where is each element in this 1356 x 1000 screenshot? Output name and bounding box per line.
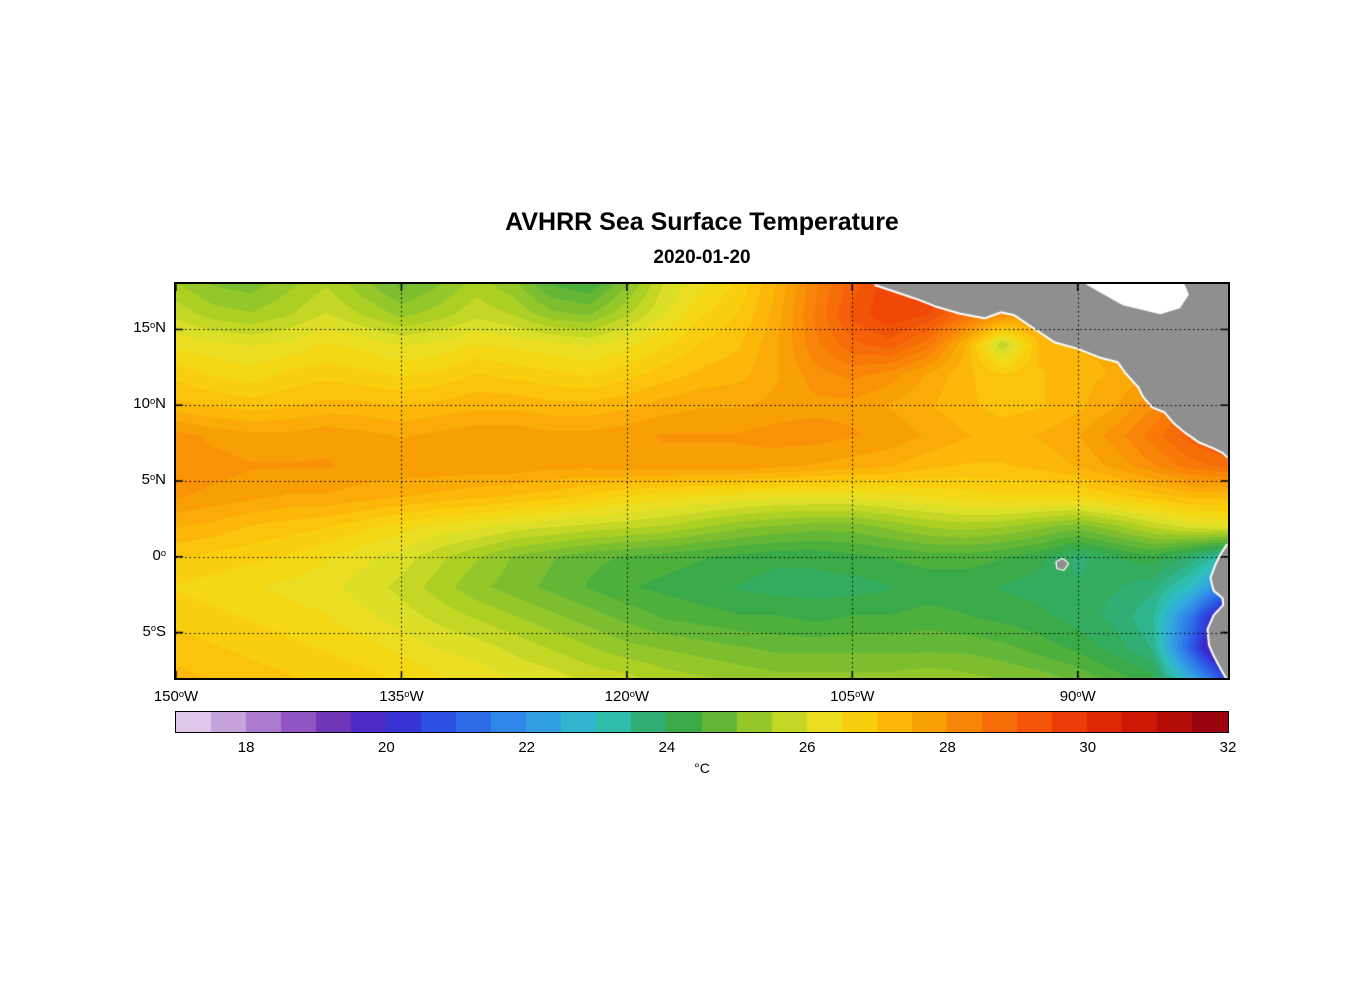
- x-tick-label: 105oW: [830, 688, 875, 705]
- colorbar-tick-label: 24: [658, 739, 676, 756]
- y-tick-label: 5oS: [142, 622, 166, 640]
- degree-superscript: o: [160, 547, 166, 558]
- colorbar-tick-label: 26: [798, 739, 816, 756]
- colorbar-tick-label: 28: [939, 739, 956, 756]
- colorbar-tick-label: 20: [378, 739, 395, 756]
- x-tick-label: 135oW: [379, 688, 424, 705]
- chart-title: AVHRR Sea Surface Temperature: [505, 208, 899, 236]
- degree-superscript: o: [178, 688, 185, 699]
- y-tick-label: 0o: [152, 546, 166, 564]
- degree-superscript: o: [150, 623, 156, 634]
- colorbar-tick-label: 22: [518, 739, 535, 756]
- colorbar-tick-label: 30: [1079, 739, 1097, 756]
- degree-superscript: o: [855, 688, 861, 699]
- degree-superscript: o: [149, 320, 156, 331]
- chart-subtitle: 2020-01-20: [653, 247, 751, 268]
- colorbar-tick-label: 32: [1219, 739, 1237, 756]
- colorbar-units-label: °C: [694, 760, 710, 776]
- y-tick-label: 10oN: [133, 395, 166, 413]
- degree-superscript: o: [149, 471, 156, 482]
- sst-map-canvas: [174, 282, 1230, 680]
- degree-superscript: o: [1076, 688, 1082, 699]
- degree-superscript: o: [149, 396, 156, 407]
- x-tick-label: 90oW: [1059, 688, 1096, 705]
- y-tick-label: 15oN: [133, 319, 166, 337]
- y-tick-label: 5oN: [141, 471, 166, 488]
- x-tick-label: 150oW: [153, 688, 199, 705]
- degree-superscript: o: [404, 688, 410, 699]
- colorbar-tick-label: 18: [237, 739, 255, 756]
- x-tick-label: 120oW: [604, 688, 650, 705]
- colorbar: [175, 711, 1229, 733]
- degree-superscript: o: [629, 688, 635, 699]
